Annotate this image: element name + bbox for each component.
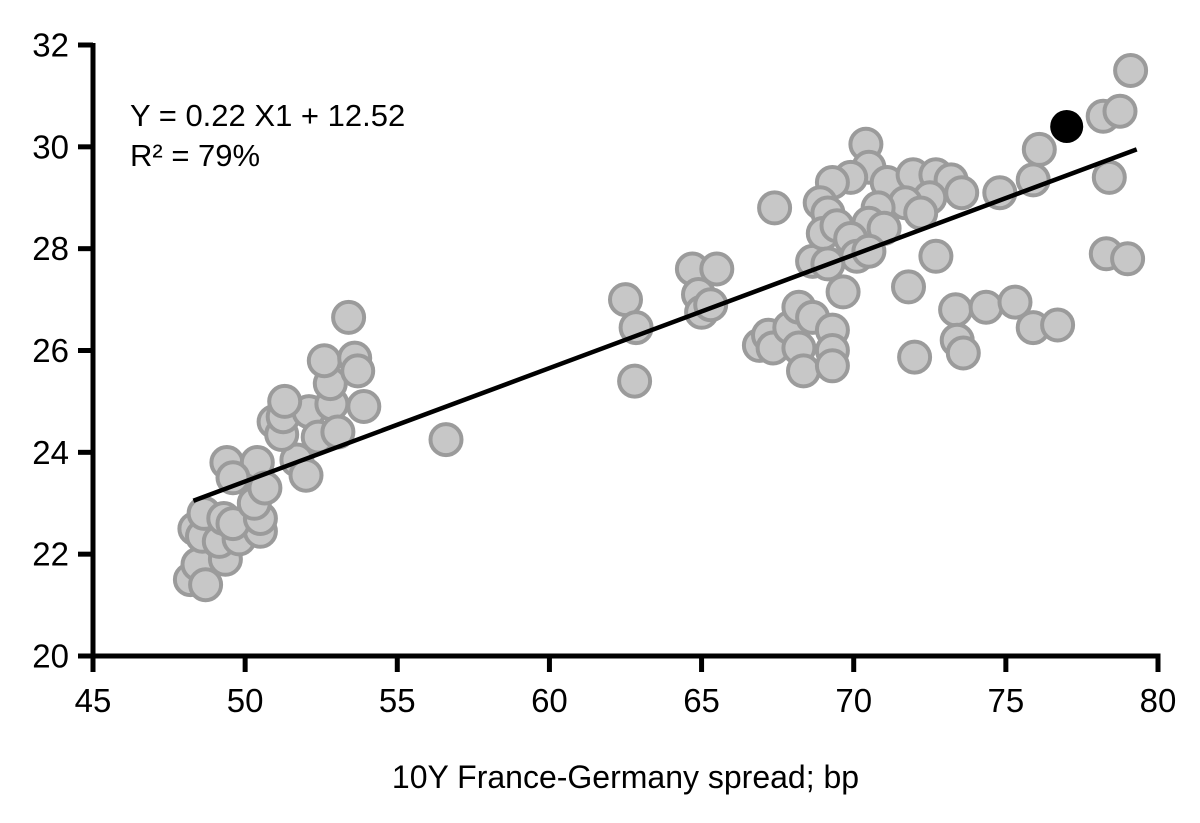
data-point	[945, 335, 981, 371]
x-axis-tick-label: 65	[683, 682, 720, 719]
data-point	[918, 238, 954, 274]
y-axis-tick-label: 26	[32, 332, 69, 369]
data-point	[757, 190, 793, 226]
data-point	[618, 310, 654, 346]
data-point	[346, 389, 382, 424]
data-point	[1021, 131, 1057, 167]
x-axis-tick-label: 50	[227, 682, 264, 719]
y-axis-tick-label: 22	[32, 536, 69, 573]
data-point	[891, 269, 926, 305]
data-point	[331, 299, 367, 335]
data-point	[938, 292, 974, 328]
y-axis-tick-label: 28	[32, 230, 69, 267]
x-axis-tick-label: 75	[987, 682, 1024, 719]
highlight-data-point	[1050, 110, 1084, 143]
data-point	[188, 567, 224, 603]
data-point	[1110, 241, 1146, 277]
data-point	[699, 251, 735, 287]
x-axis-tick-label: 55	[379, 682, 416, 719]
data-point	[814, 348, 850, 384]
data-point	[786, 353, 821, 389]
x-axis-tick-label: 60	[531, 682, 568, 719]
trend-line	[192, 147, 1138, 503]
regression-equation: Y = 0.22 X1 + 12.52	[130, 98, 406, 133]
x-axis-tick-label: 45	[75, 682, 112, 719]
x-axis-tick-label: 80	[1140, 682, 1177, 719]
regression-r-squared: R² = 79%	[130, 138, 261, 173]
data-point	[944, 175, 980, 211]
data-point	[1102, 93, 1138, 129]
regression-annotation: Y = 0.22 X1 + 12.52 R² = 79%	[130, 96, 405, 176]
data-point	[306, 343, 342, 379]
data-point	[968, 289, 1004, 325]
x-axis-title: 10Y France-Germany spread; bp	[392, 759, 859, 795]
data-point	[340, 353, 376, 389]
data-point	[428, 422, 464, 458]
data-point	[997, 284, 1033, 320]
data-point	[617, 363, 653, 399]
data-point	[267, 383, 303, 419]
data-point	[897, 339, 933, 375]
y-axis-tick-label: 32	[32, 27, 69, 64]
data-point	[1040, 307, 1076, 343]
y-axis-tick-label: 30	[32, 128, 69, 165]
x-axis-tick-label: 70	[835, 682, 872, 719]
y-axis-tick-label: 24	[32, 434, 69, 471]
data-point	[1113, 53, 1149, 88]
y-axis-tick-label: 20	[32, 638, 69, 675]
data-point	[1091, 159, 1127, 195]
data-point	[825, 274, 861, 310]
